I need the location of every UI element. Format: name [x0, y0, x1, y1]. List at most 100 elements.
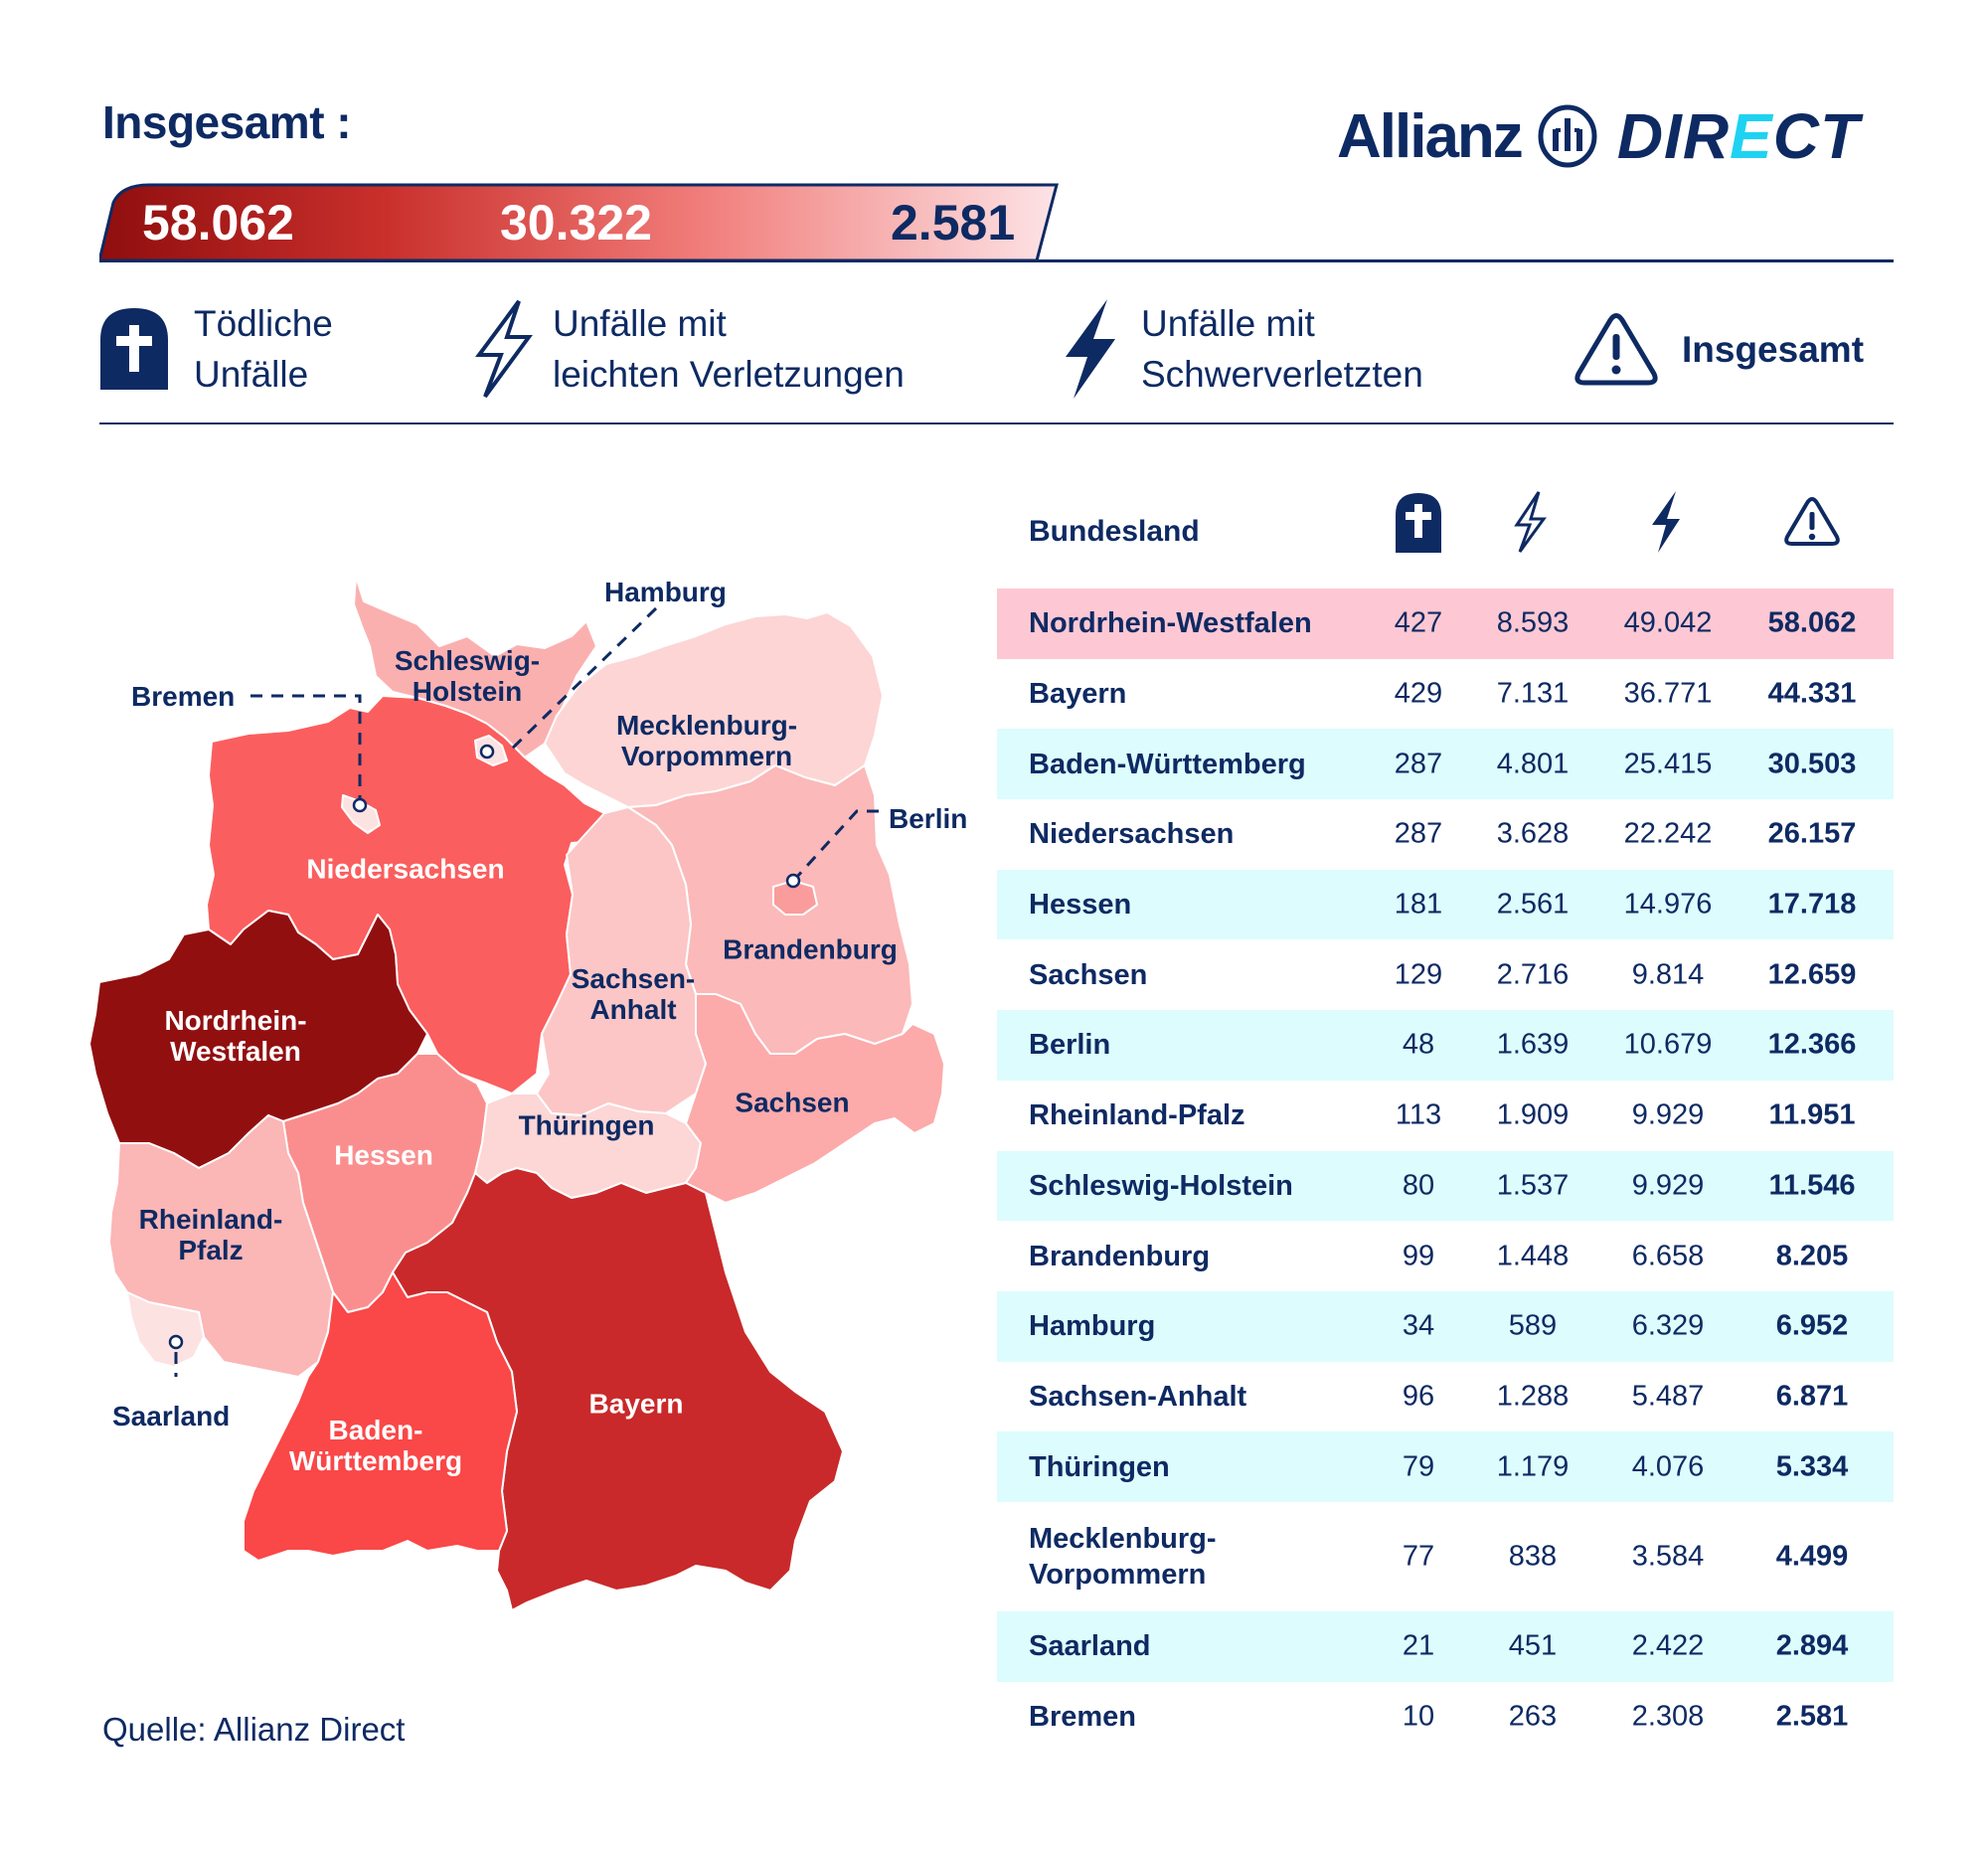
cell-bundesland: Berlin	[1029, 1029, 1111, 1062]
legend-fatal-line2: Unfälle	[194, 354, 309, 395]
cell-bundesland: Thüringen	[1029, 1450, 1170, 1483]
legend-light-label: Unfälle mit leichten Verletzungen	[553, 298, 905, 400]
cell-light: 1.288	[1496, 1380, 1570, 1413]
berlin-marker-icon	[785, 873, 801, 889]
cell-light: 7.131	[1496, 677, 1570, 710]
logo-product: DIRECT	[1617, 99, 1860, 173]
callout-saarland: Saarland	[112, 1401, 231, 1431]
map-label-brandenburg: Brandenburg	[723, 933, 898, 965]
cell-bundesland: Hessen	[1029, 889, 1132, 922]
logo-product-pre: DIR	[1616, 100, 1731, 172]
cell-fatal: 48	[1402, 1028, 1435, 1061]
cell-fatal: 429	[1394, 677, 1443, 710]
label-line: Sachsen-	[571, 963, 696, 994]
cell-fatal: 77	[1402, 1540, 1435, 1573]
table-row: Mecklenburg- Vorpommern 77 838 3.584 4.499	[997, 1502, 1894, 1611]
logo-product-post: CT	[1772, 100, 1861, 172]
table-row: Sachsen 129 2.716 9.814 12.659	[997, 939, 1894, 1010]
cell-total: 8.205	[1775, 1240, 1849, 1272]
cell-total: 2.894	[1775, 1629, 1849, 1662]
cell-fatal: 427	[1394, 606, 1443, 639]
map-label-bayern: Bayern	[588, 1388, 684, 1420]
saarland-marker-icon	[168, 1334, 184, 1350]
lightning-filled-icon	[1652, 491, 1680, 553]
cell-severe: 14.976	[1623, 888, 1713, 921]
table-row: Schleswig-Holstein 80 1.537 9.929 11.546	[997, 1150, 1894, 1222]
cell-bundesland: Mecklenburg- Vorpommern	[1029, 1522, 1217, 1591]
cell-total: 4.499	[1775, 1540, 1849, 1573]
cell-light: 2.716	[1496, 958, 1570, 991]
cell-light: 589	[1508, 1309, 1558, 1342]
cell-severe: 25.415	[1623, 748, 1713, 780]
callout-hamburg: Hamburg	[604, 577, 727, 607]
cell-bundesland: Hamburg	[1029, 1310, 1156, 1343]
region-baden-wuerttemberg[interactable]	[243, 1271, 518, 1562]
table-row: Thüringen 79 1.179 4.076 5.334	[997, 1431, 1894, 1502]
table-body: Nordrhein-Westfalen 427 8.593 49.042 58.062 B…	[997, 588, 1894, 1752]
hamburg-marker-icon	[479, 744, 495, 759]
cell-severe: 9.814	[1631, 958, 1705, 991]
region-sachsen[interactable]	[685, 993, 945, 1204]
callout-berlin: Berlin	[889, 803, 968, 834]
divider	[99, 259, 1894, 262]
table-row: Saarland 21 451 2.422 2.894	[997, 1610, 1894, 1682]
cell-fatal: 287	[1394, 748, 1443, 780]
tombstone-icon	[1396, 493, 1441, 553]
column-header-bundesland: Bundesland	[1029, 515, 1200, 548]
table-row: Hessen 181 2.561 14.976 17.718	[997, 869, 1894, 940]
cell-severe: 2.422	[1631, 1629, 1705, 1662]
cell-severe: 6.658	[1631, 1240, 1705, 1272]
cell-severe: 3.584	[1631, 1540, 1705, 1573]
legend-light-injury: Unfälle mit leichten Verletzungen	[475, 298, 905, 400]
cell-light: 1.537	[1496, 1169, 1570, 1202]
cell-light: 451	[1508, 1629, 1558, 1662]
legend-total-label: Insgesamt	[1682, 328, 1865, 370]
cell-light: 1.639	[1496, 1028, 1570, 1061]
cell-severe: 2.308	[1631, 1700, 1705, 1733]
cell-severe: 22.242	[1623, 817, 1713, 850]
map-shapes	[88, 576, 945, 1611]
map-label-nordrhein-westfalen: Nordrhein- Westfalen	[164, 1005, 306, 1067]
berlin-callout-line	[793, 809, 879, 881]
cell-total: 12.659	[1767, 958, 1857, 991]
bremen-callout-line	[250, 694, 362, 801]
table-row: Sachsen-Anhalt 96 1.288 5.487 6.871	[997, 1362, 1894, 1432]
label-line: Mecklenburg-	[615, 710, 798, 741]
label-line: Vorpommern	[620, 741, 793, 771]
warning-icon	[1574, 313, 1658, 386]
cell-bundesland: Niedersachsen	[1029, 818, 1235, 851]
lightning-outline-icon	[1514, 491, 1547, 553]
table-row: Brandenburg 99 1.448 6.658 8.205	[997, 1221, 1894, 1291]
total-mid: 30.322	[500, 195, 652, 251]
cell-fatal: 129	[1394, 958, 1443, 991]
cell-fatal: 34	[1402, 1309, 1435, 1342]
label-line: Schleswig-	[394, 645, 541, 676]
cell-bundesland: Sachsen-Anhalt	[1029, 1380, 1247, 1413]
label-line: Pfalz	[178, 1235, 244, 1265]
legend-severe-line2: Schwerverletzten	[1141, 354, 1423, 395]
cell-light: 3.628	[1496, 817, 1570, 850]
map-label-thueringen: Thüringen	[518, 1109, 655, 1141]
cell-bundesland: Saarland	[1029, 1630, 1151, 1663]
accident-table: Bundesland Nordrhein-Westfalen 427 8.593 49…	[997, 477, 1894, 1752]
divider	[99, 422, 1894, 424]
map-label-rheinland-pfalz: Rheinland- Pfalz	[139, 1204, 283, 1265]
cell-severe: 10.679	[1623, 1028, 1713, 1061]
cell-bundesland: Rheinland-Pfalz	[1029, 1099, 1245, 1132]
label-line: Holstein	[412, 676, 523, 707]
gradient-bar-shape	[99, 183, 1059, 262]
cell-fatal: 113	[1395, 1098, 1442, 1131]
bremen-marker-icon	[352, 797, 368, 813]
total-max: 58.062	[142, 195, 294, 251]
cell-fatal: 21	[1402, 1629, 1435, 1662]
legend-total: Insgesamt	[1574, 312, 1864, 386]
cell-severe: 36.771	[1623, 677, 1713, 710]
map-label-niedersachsen: Niedersachsen	[306, 853, 505, 885]
germany-map: Schleswig- Holstein Mecklenburg- Vorpomm…	[80, 537, 974, 1630]
region-saarland[interactable]	[126, 1291, 205, 1368]
cell-light: 4.801	[1496, 748, 1570, 780]
table-row: Berlin 48 1.639 10.679 12.366	[997, 1010, 1894, 1081]
tombstone-icon	[100, 308, 168, 390]
label-line: Württemberg	[288, 1445, 463, 1476]
cell-total: 6.871	[1775, 1380, 1849, 1413]
